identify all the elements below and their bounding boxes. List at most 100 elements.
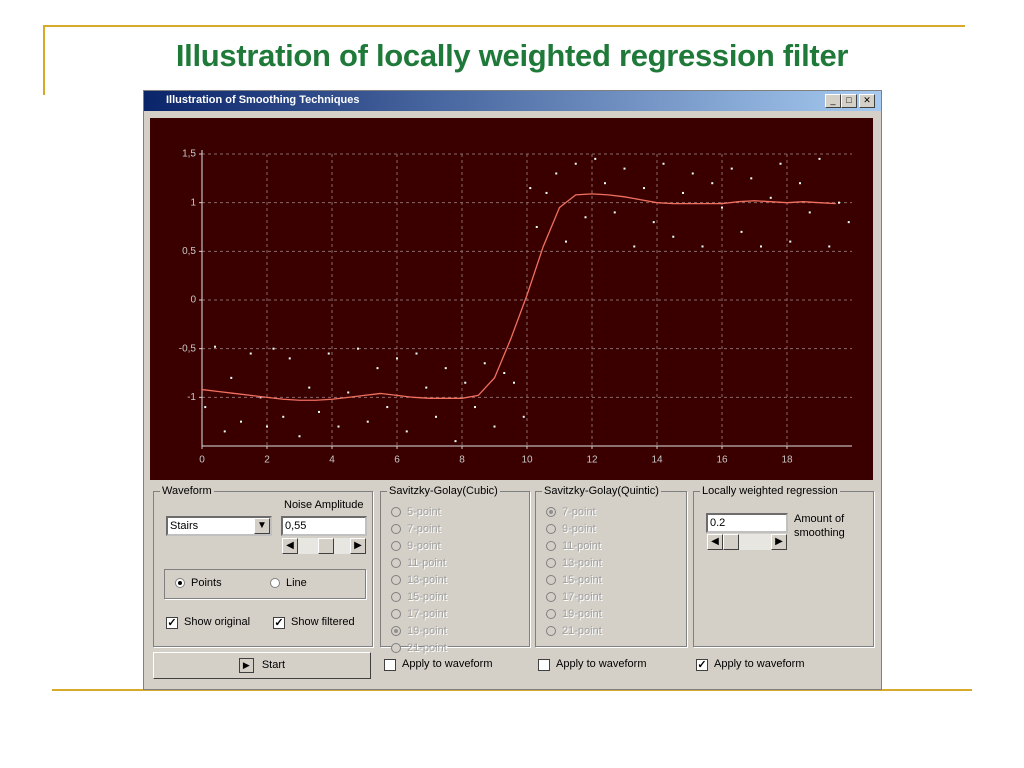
option-radio[interactable] bbox=[391, 592, 401, 602]
title-bar: Illustration of Smoothing Techniques _ □… bbox=[144, 91, 881, 111]
data-point bbox=[750, 177, 753, 180]
option-radio[interactable] bbox=[546, 541, 556, 551]
scroll-left[interactable]: ◀ bbox=[282, 538, 298, 554]
data-point bbox=[584, 216, 587, 219]
option-radio[interactable] bbox=[546, 524, 556, 534]
x-tick-label: 18 bbox=[781, 455, 793, 466]
option-label: 13-point bbox=[407, 574, 447, 586]
option-radio[interactable] bbox=[391, 524, 401, 534]
data-point bbox=[760, 245, 762, 248]
data-point bbox=[535, 226, 538, 228]
waveform-group: Waveform Noise Amplitude Stairs ▼ 0,55 ◀ … bbox=[153, 485, 373, 647]
y-tick-label: 0 bbox=[190, 295, 196, 306]
data-point bbox=[288, 357, 291, 360]
option-radio[interactable] bbox=[391, 507, 401, 517]
data-point bbox=[779, 162, 782, 165]
option-radio[interactable] bbox=[546, 507, 556, 517]
mode-radio[interactable] bbox=[175, 578, 185, 588]
data-point bbox=[347, 391, 350, 394]
option-radio[interactable] bbox=[546, 626, 556, 636]
data-point bbox=[613, 211, 616, 214]
y-tick-label: -1 bbox=[187, 392, 196, 403]
checkbox[interactable]: ✓ bbox=[273, 617, 285, 629]
scroll-right[interactable]: ▶ bbox=[771, 534, 787, 550]
mode-radio[interactable] bbox=[270, 578, 280, 588]
maximize[interactable]: □ bbox=[841, 94, 857, 108]
chart: 1,5 1 0,5 0 -0,5 -1 0 2 4 6 8 10 12 14 16 18 bbox=[150, 118, 873, 480]
option-label: 19-point bbox=[562, 608, 602, 620]
smoothing-input[interactable]: 0.2 bbox=[706, 513, 788, 533]
data-point bbox=[204, 406, 207, 409]
data-point bbox=[652, 221, 655, 224]
option-radio[interactable] bbox=[546, 558, 556, 568]
data-point bbox=[838, 201, 840, 204]
data-point bbox=[691, 172, 694, 175]
option-label: 11-point bbox=[407, 557, 446, 569]
scroll-left[interactable]: ◀ bbox=[707, 534, 723, 550]
data-point bbox=[272, 347, 275, 350]
option-radio[interactable] bbox=[546, 592, 556, 602]
noise-label: Noise Amplitude bbox=[284, 499, 364, 511]
option-radio[interactable] bbox=[391, 541, 401, 551]
data-point bbox=[565, 240, 567, 243]
option-radio[interactable] bbox=[546, 575, 556, 585]
start-label: Start bbox=[261, 659, 286, 671]
data-point bbox=[633, 245, 636, 248]
quintic-group: Savitzky-Golay(Quintic) 7-point 9-point 11… bbox=[535, 485, 687, 647]
data-point bbox=[672, 235, 675, 238]
data-point bbox=[513, 381, 515, 384]
data-point bbox=[594, 157, 597, 160]
y-tick-label: 1 bbox=[190, 197, 196, 208]
noise-slider[interactable]: ◀ ▶ bbox=[282, 538, 366, 554]
filtered-line bbox=[201, 193, 836, 401]
apply-checkbox[interactable] bbox=[384, 659, 396, 671]
data-point bbox=[454, 440, 457, 443]
waveform-select[interactable]: Stairs ▼ bbox=[166, 516, 272, 536]
data-point bbox=[740, 230, 743, 233]
apply-checkbox[interactable] bbox=[538, 659, 550, 671]
y-tick-label: 0,5 bbox=[182, 246, 196, 257]
start-button[interactable]: ▶ Start bbox=[153, 652, 371, 679]
checkbox-label: Show filtered bbox=[291, 616, 355, 628]
smoothing-slider[interactable]: ◀ ▶ bbox=[707, 534, 787, 550]
option-radio[interactable] bbox=[391, 558, 401, 568]
gold-line-top bbox=[43, 25, 965, 27]
option-label: 5-point bbox=[407, 506, 441, 518]
apply-checkbox[interactable]: ✓ bbox=[696, 659, 708, 671]
data-point bbox=[701, 245, 704, 248]
data-point bbox=[789, 240, 792, 243]
lwr-group: Locally weighted regression 0.2 ◀ ▶ Amou… bbox=[693, 485, 874, 647]
scroll-right[interactable]: ▶ bbox=[350, 538, 366, 554]
option-label: 17-point bbox=[407, 608, 447, 620]
data-point bbox=[503, 372, 506, 374]
data-point bbox=[435, 415, 437, 418]
app-window: Illustration of Smoothing Techniques _ □… bbox=[143, 90, 882, 690]
option-radio[interactable] bbox=[391, 626, 401, 636]
option-radio[interactable] bbox=[546, 609, 556, 619]
data-point bbox=[643, 187, 645, 190]
x-tick-label: 10 bbox=[521, 455, 533, 466]
option-radio[interactable] bbox=[391, 643, 401, 653]
checkbox-label: Show original bbox=[184, 616, 251, 628]
data-point bbox=[574, 162, 577, 165]
data-point bbox=[357, 347, 359, 350]
option-label: 15-point bbox=[562, 574, 602, 586]
data-point bbox=[555, 172, 558, 175]
data-point bbox=[828, 245, 831, 248]
scroll-thumb[interactable] bbox=[318, 538, 334, 554]
noise-input[interactable]: 0,55 bbox=[281, 516, 367, 536]
option-radio[interactable] bbox=[391, 575, 401, 585]
data-point bbox=[522, 415, 525, 418]
close[interactable]: ✕ bbox=[859, 94, 875, 108]
checkbox[interactable]: ✓ bbox=[166, 617, 178, 629]
scroll-thumb[interactable] bbox=[723, 534, 739, 550]
option-label: 21-point bbox=[562, 625, 602, 637]
dropdown-button[interactable]: ▼ bbox=[254, 518, 270, 534]
apply-label: Apply to waveform bbox=[402, 658, 493, 670]
data-point bbox=[396, 357, 398, 360]
data-point bbox=[337, 425, 340, 428]
minimize[interactable]: _ bbox=[825, 94, 841, 108]
option-radio[interactable] bbox=[391, 609, 401, 619]
data-point bbox=[464, 381, 467, 384]
